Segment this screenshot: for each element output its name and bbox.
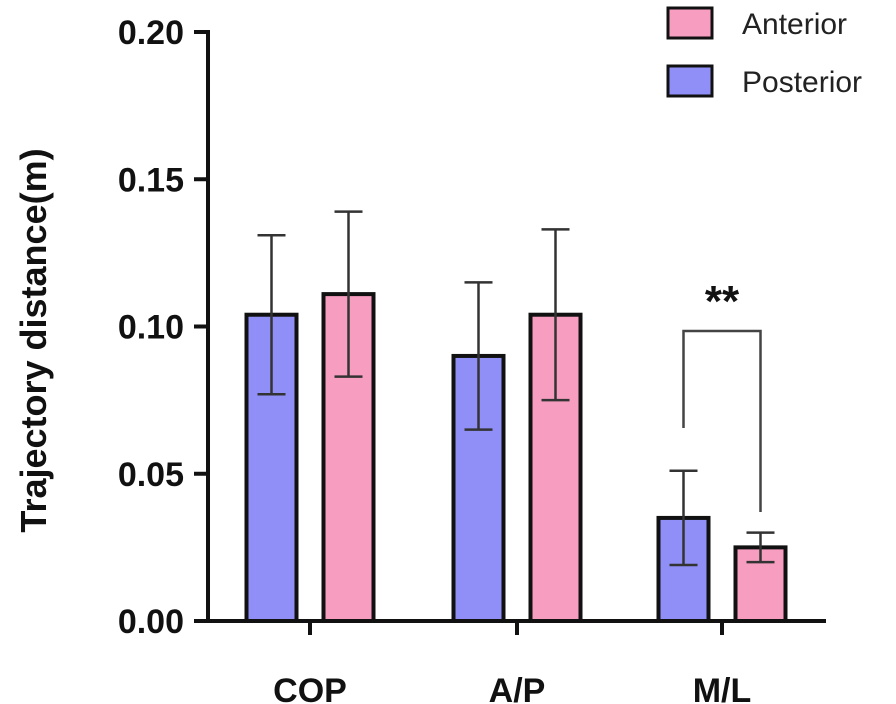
x-tick-label: A/P: [489, 672, 546, 704]
legend-label: Posterior: [742, 66, 862, 99]
error-bars: [257, 210, 775, 567]
y-tick-label: 0.10: [118, 309, 184, 347]
y-tick-label: 0.05: [118, 456, 184, 494]
legend-swatch: [666, 64, 714, 98]
y-axis-label: Trajectory distance(m): [13, 148, 54, 532]
legend: Anterior Posterior: [666, 6, 862, 99]
bars: [244, 292, 788, 623]
y-tick-label: 0.20: [118, 14, 184, 52]
legend-label: Anterior: [742, 8, 847, 41]
y-tick-label: 0.00: [118, 603, 184, 641]
x-tick-label: M/L: [693, 672, 752, 704]
annotations: **: [682, 277, 762, 512]
x-tick-label: COP: [273, 672, 347, 704]
significance-bracket: [682, 329, 762, 512]
y-tick-label: 0.15: [118, 161, 184, 199]
significance-label: **: [705, 277, 740, 326]
axes: 0.00 0.05 0.10 0.15 0.20 COP A/P M/L: [118, 14, 826, 704]
legend-swatch: [666, 6, 714, 40]
